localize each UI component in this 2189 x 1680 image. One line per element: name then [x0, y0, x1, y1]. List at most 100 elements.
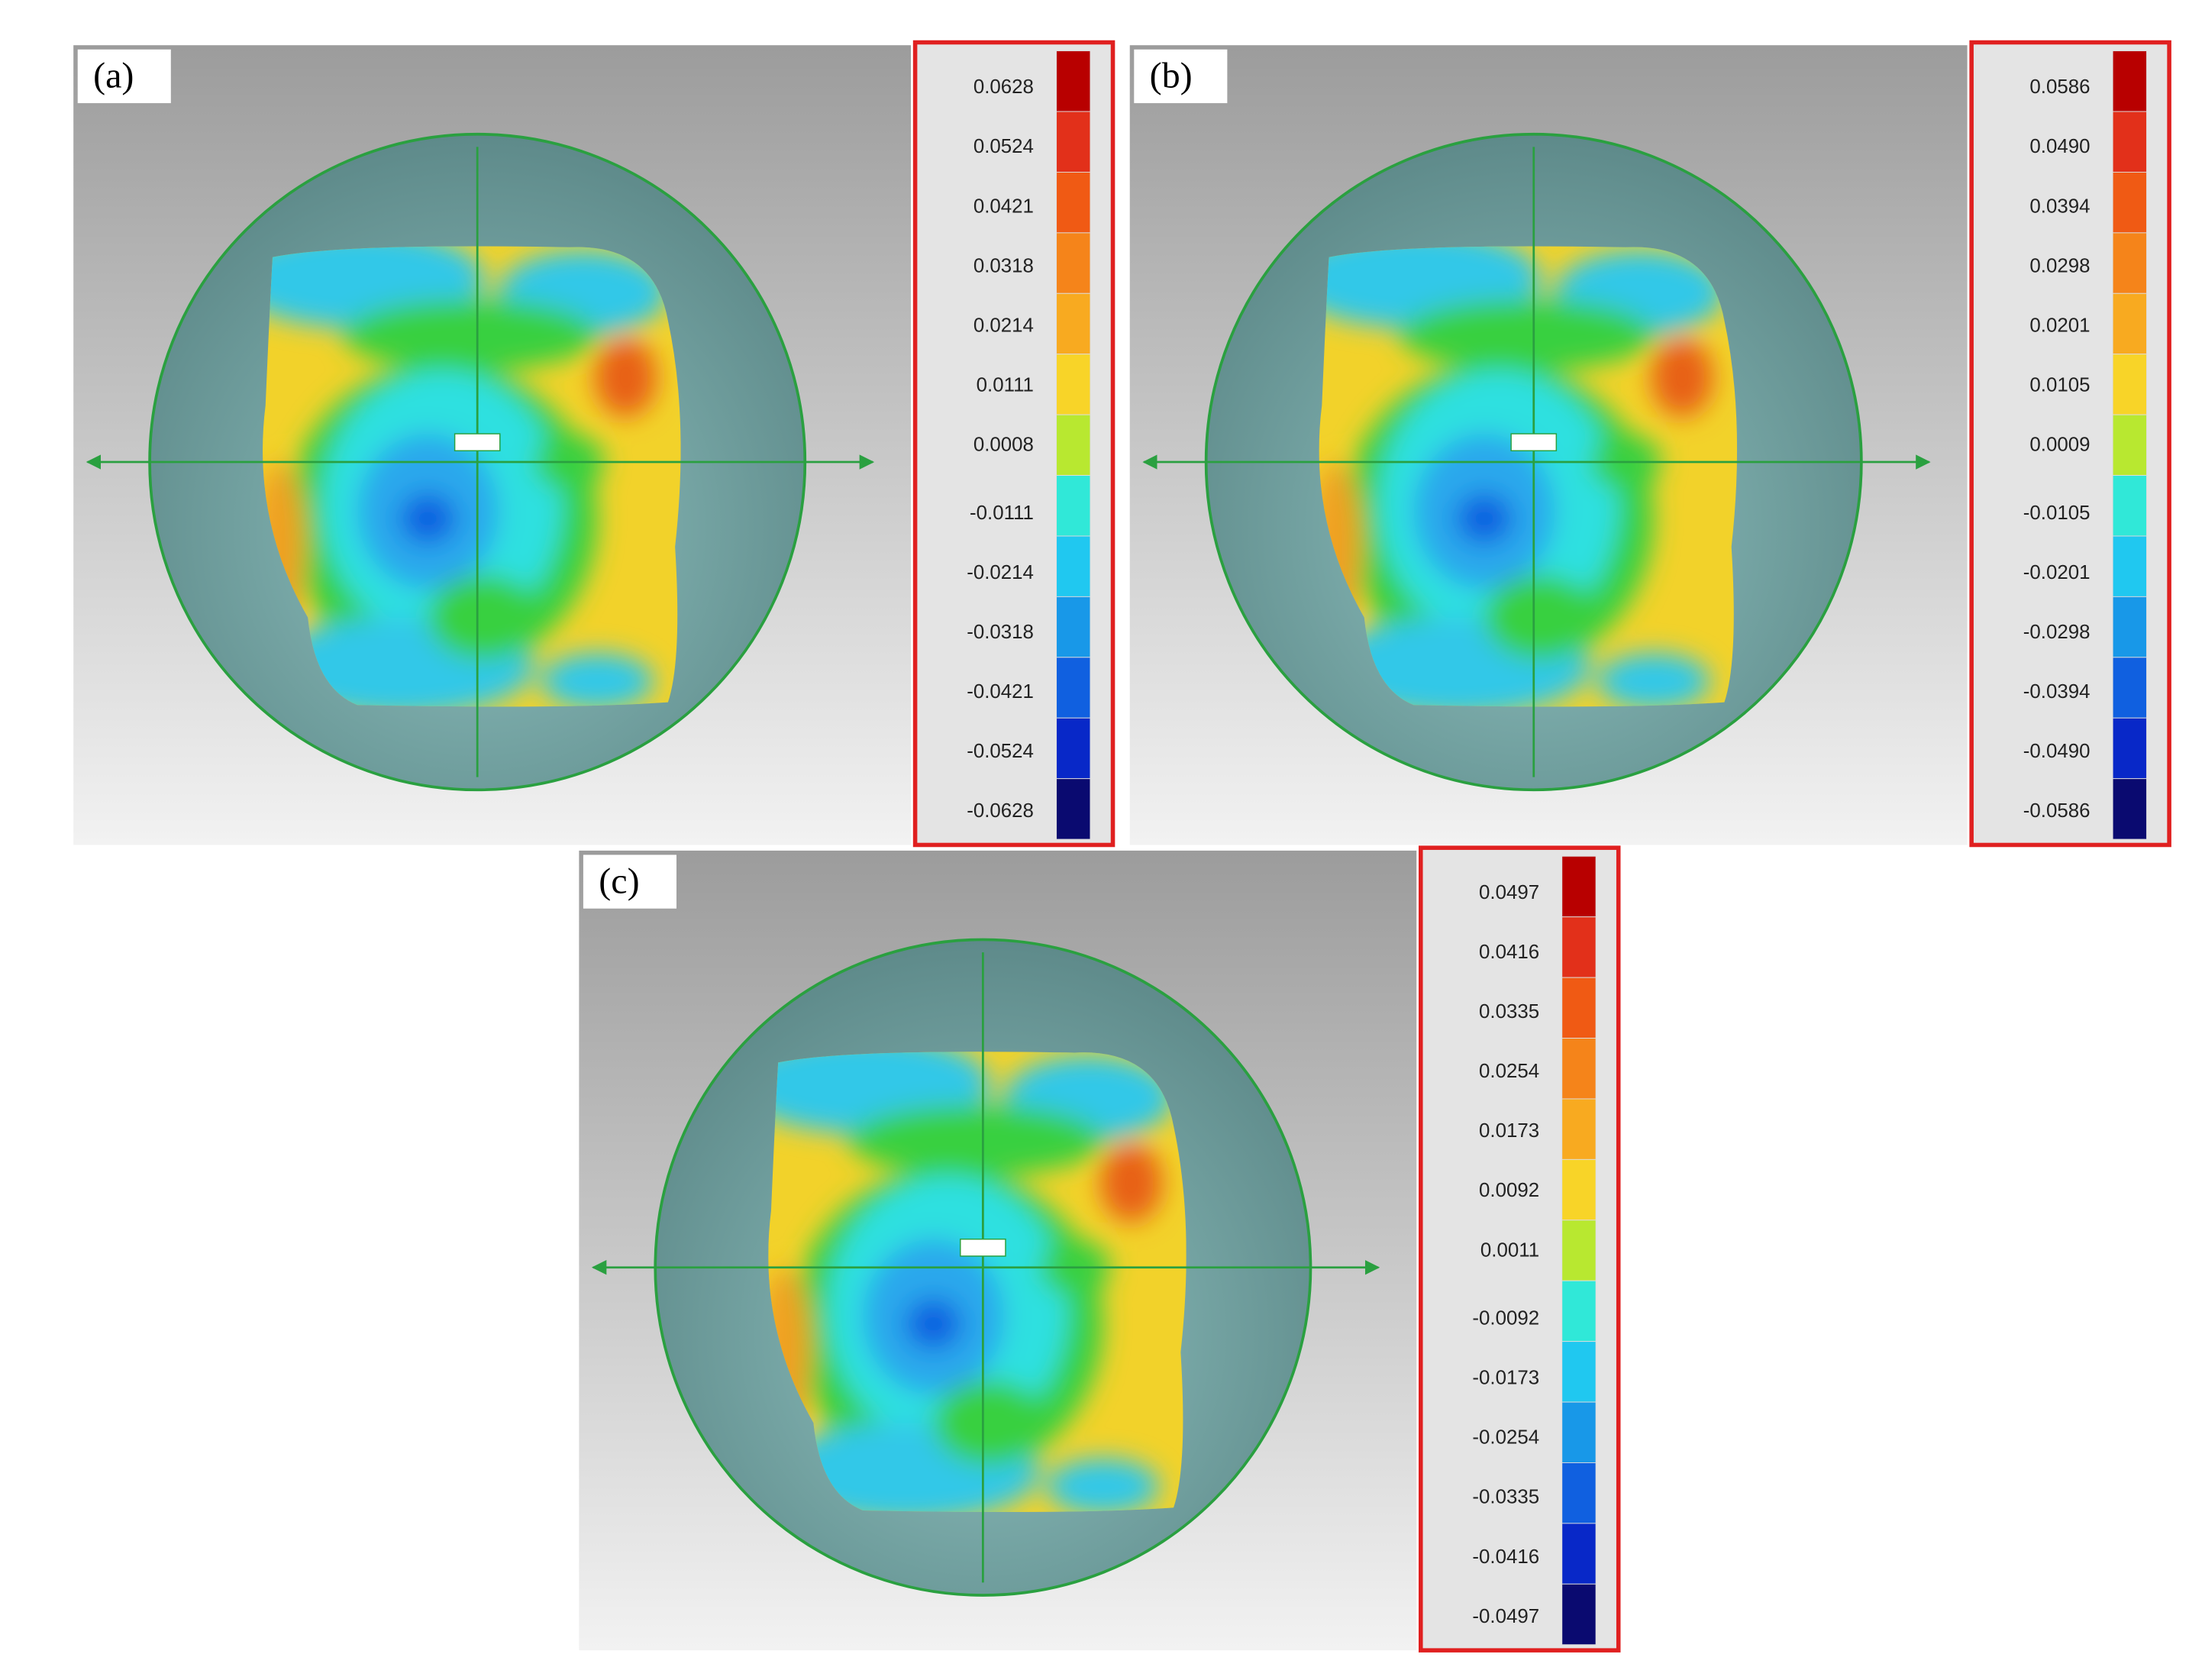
color-bar-segment — [1056, 535, 1091, 597]
color-bar-segment — [2112, 717, 2147, 780]
panel: (b) 0.05860.04900.03940.02980.02010.01050… — [1129, 40, 2171, 848]
legend-label: -0.0497 — [1472, 1606, 1539, 1627]
color-bar-segment — [1561, 1341, 1597, 1403]
color-bar-segment — [2112, 292, 2147, 355]
color-bar-segment — [1056, 171, 1091, 234]
map-region — [594, 338, 657, 417]
map-region — [343, 299, 598, 370]
legend-label: 0.0497 — [1479, 882, 1539, 903]
color-bar-segment — [1056, 111, 1091, 173]
color-bar-segment — [1561, 1038, 1597, 1100]
legend-label: 0.0335 — [1479, 1001, 1539, 1023]
color-bar-segment — [1561, 1280, 1597, 1342]
panel-label: (b) — [1150, 56, 1193, 96]
legend-label: -0.0092 — [1472, 1307, 1539, 1329]
color-bar-segment — [1561, 977, 1597, 1039]
legend-label: -0.0490 — [2023, 741, 2091, 762]
color-bar-segment — [2112, 657, 2147, 719]
legend-label: -0.0421 — [967, 681, 1034, 703]
color-bar-segment — [1056, 414, 1091, 477]
legend-label: -0.0524 — [967, 741, 1034, 762]
legend-label: 0.0586 — [2029, 76, 2090, 98]
legend: 0.0628 0.0524 0.0421 0.0318 0.0214 0.0111 0.00… — [912, 40, 1115, 848]
legend-label: -0.0201 — [2023, 562, 2091, 583]
label-box — [77, 49, 171, 104]
panel-label: (c) — [599, 861, 639, 901]
color-bar-segment — [1056, 232, 1091, 294]
legend-label: -0.0298 — [2023, 622, 2091, 643]
color-bar-segment — [2112, 50, 2147, 112]
map-region — [541, 652, 654, 707]
legend: 0.0497 0.0416 0.0335 0.0254 0.0173 0.0092 0.00… — [1419, 845, 1621, 1653]
map-region — [1099, 1142, 1163, 1223]
color-bar-segment — [2112, 232, 2147, 294]
map-region — [428, 575, 541, 661]
color-bar-segment — [1561, 1523, 1597, 1585]
legend-label: 0.0394 — [2029, 195, 2090, 217]
legend-label: 0.0105 — [2029, 375, 2090, 396]
legend-label: 0.0524 — [973, 136, 1034, 157]
color-bar-segment — [1056, 657, 1091, 719]
legend-label: -0.0173 — [1472, 1368, 1539, 1389]
map-regions — [768, 1052, 1174, 1513]
color-bar-segment — [2112, 171, 2147, 234]
map-region — [848, 1104, 1103, 1176]
color-bar-segment — [1561, 1583, 1597, 1646]
legend-label: 0.0201 — [2029, 315, 2090, 336]
color-bar-segment — [2112, 535, 2147, 597]
map-region — [399, 493, 457, 544]
panel: (c) 0.04970.04160.03350.02540.01730.00920… — [579, 845, 1621, 1653]
legend-label: -0.0111 — [970, 502, 1034, 524]
color-bar-segment — [1056, 596, 1091, 658]
legend-label: 0.0421 — [973, 195, 1034, 217]
legend-label: 0.0298 — [2029, 255, 2090, 276]
legend-label: 0.0011 — [1480, 1239, 1539, 1261]
label-box — [1134, 49, 1228, 104]
map-region — [1456, 493, 1513, 544]
color-bar-segment — [1561, 1098, 1597, 1160]
color-bar-segment — [1056, 292, 1091, 355]
color-bar-segment — [1056, 717, 1091, 780]
color-bar-segment — [1561, 1158, 1597, 1221]
legend-label: -0.0416 — [1472, 1546, 1539, 1568]
panel: (a) 0.06280.05240.04210.03180.02140.01110… — [73, 40, 1115, 848]
legend-label: -0.0394 — [2023, 681, 2091, 703]
map-region — [1484, 575, 1597, 661]
map-region — [1046, 1458, 1160, 1513]
color-bar-segment — [2112, 354, 2147, 415]
color-bar-segment — [1056, 778, 1091, 840]
legend-label: -0.0335 — [1472, 1487, 1539, 1508]
center-tag — [454, 433, 501, 451]
map-region — [1651, 338, 1713, 417]
color-bar-segment — [2112, 778, 2147, 840]
deviation-map — [768, 1052, 1187, 1513]
color-bar-segment — [2112, 414, 2147, 477]
legend-label: 0.0214 — [973, 315, 1034, 336]
legend-label: 0.0628 — [973, 76, 1034, 98]
legend-label: -0.0214 — [967, 562, 1034, 583]
legend-label: 0.0254 — [1479, 1061, 1539, 1082]
color-bar-segment — [1561, 1401, 1597, 1463]
legend-label: 0.0092 — [1479, 1180, 1539, 1201]
center-tag — [960, 1238, 1006, 1257]
color-bar-segment — [1056, 50, 1091, 112]
map-region — [1597, 652, 1710, 707]
color-bar-segment — [1561, 1462, 1597, 1524]
deviation-map — [1319, 246, 1738, 707]
legend-label: 0.0490 — [2029, 136, 2090, 157]
color-bar-segment — [1561, 916, 1597, 978]
legend-label: -0.0105 — [2023, 502, 2091, 524]
legend: 0.0586 0.0490 0.0394 0.0298 0.0201 0.0105 0.00… — [1969, 40, 2171, 848]
panel-label: (a) — [93, 56, 134, 96]
legend-label: -0.0318 — [967, 622, 1034, 643]
legend-label: 0.0111 — [977, 375, 1034, 396]
legend-label: -0.0254 — [1472, 1427, 1539, 1449]
legend-label: 0.0008 — [973, 435, 1034, 456]
legend-label: 0.0173 — [1479, 1120, 1539, 1142]
color-bar-segment — [1056, 354, 1091, 415]
color-bar-segment — [1056, 475, 1091, 537]
map-region — [1400, 299, 1654, 370]
legend-label: 0.0318 — [973, 255, 1034, 276]
